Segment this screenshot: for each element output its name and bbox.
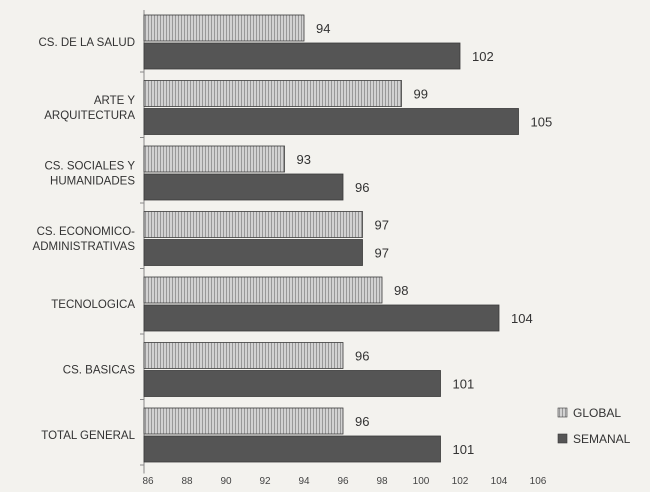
data-label-semanal: 102 — [472, 49, 494, 64]
data-label-semanal: 104 — [511, 311, 533, 326]
x-tick-label: 102 — [452, 476, 469, 487]
bar-semanal — [143, 173, 344, 201]
bar-global — [143, 407, 344, 435]
data-label-global: 93 — [297, 152, 311, 167]
x-tick-label: 90 — [220, 476, 232, 487]
x-tick-label: 88 — [181, 476, 193, 487]
legend-swatch-semanal — [557, 433, 568, 444]
bar-semanal — [143, 42, 461, 70]
legend-label-global: GLOBAL — [573, 406, 621, 420]
category-label: ARTE Y ARQUITECTURA — [44, 95, 135, 122]
legend-label-semanal: SEMANAL — [573, 432, 631, 446]
data-label-semanal: 96 — [355, 180, 369, 195]
data-label-global: 96 — [355, 349, 369, 364]
data-label-global: 99 — [414, 87, 428, 102]
bar-global — [143, 211, 363, 238]
x-tick-label: 104 — [491, 476, 508, 487]
category-label: CS. BASICAS — [63, 365, 136, 377]
category-label: TOTAL GENERAL — [41, 430, 135, 442]
bar-global — [143, 14, 305, 42]
data-label-semanal: 97 — [375, 246, 389, 261]
data-label-global: 97 — [375, 218, 389, 233]
bar-semanal — [143, 370, 441, 397]
bar-global — [143, 276, 383, 304]
bar-semanal — [143, 239, 363, 266]
bar-semanal — [143, 108, 519, 135]
bar-global — [143, 80, 402, 107]
bar-semanal — [143, 435, 441, 463]
data-label-semanal: 101 — [453, 377, 475, 392]
x-tick-label: 106 — [530, 476, 547, 487]
data-label-global: 96 — [355, 414, 369, 429]
x-tick-label: 92 — [259, 476, 271, 487]
bar-semanal — [143, 304, 500, 332]
x-tick-label: 86 — [142, 476, 154, 487]
legend-swatch-global — [557, 407, 568, 418]
x-tick-label: 96 — [337, 476, 349, 487]
x-tick-label: 100 — [413, 476, 430, 487]
bar-global — [143, 342, 344, 369]
x-tick-label: 98 — [376, 476, 388, 487]
category-label: CS. ECONOMICO-ADMINISTRATIVAS — [33, 226, 136, 253]
category-label: CS. DE LA SALUD — [38, 37, 135, 49]
x-tick-label: 94 — [298, 476, 310, 487]
data-label-semanal: 105 — [531, 115, 553, 130]
category-label: TECNOLOGICA — [51, 299, 135, 311]
data-label-semanal: 101 — [453, 442, 475, 457]
category-label: CS. SOCIALES Y HUMANIDADES — [44, 161, 135, 188]
data-label-global: 94 — [316, 21, 330, 36]
data-label-global: 98 — [394, 283, 408, 298]
bar-global — [143, 145, 285, 173]
